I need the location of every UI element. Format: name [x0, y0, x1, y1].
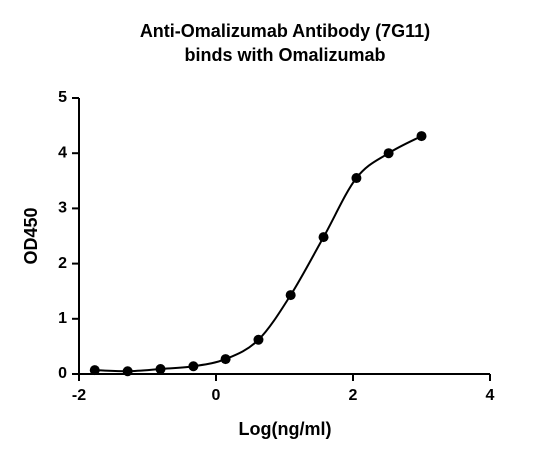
x-tick-label: 0 [212, 387, 221, 404]
data-point [318, 232, 329, 243]
data-point [122, 366, 133, 377]
x-tick-label: 4 [486, 387, 495, 404]
data-point [253, 334, 264, 345]
data-point [155, 364, 166, 375]
data-point [220, 354, 231, 365]
chart-title: binds with Omalizumab [184, 45, 385, 65]
data-point [383, 148, 394, 159]
y-tick-label: 1 [58, 310, 67, 327]
y-tick-label: 4 [58, 144, 67, 161]
x-tick-label: 2 [349, 387, 358, 404]
chart-title: Anti-Omalizumab Antibody (7G11) [140, 21, 430, 41]
x-axis-label: Log(ng/ml) [239, 419, 332, 439]
data-point [89, 365, 100, 376]
y-tick-label: 2 [58, 255, 67, 272]
x-tick-label: -2 [72, 387, 86, 404]
data-point [416, 131, 427, 142]
data-point [188, 361, 199, 372]
y-tick-label: 0 [58, 365, 67, 382]
data-point [285, 290, 296, 301]
y-tick-label: 5 [58, 89, 67, 106]
data-point [351, 173, 362, 184]
y-tick-label: 3 [58, 200, 67, 217]
y-axis-label: OD450 [21, 207, 41, 264]
